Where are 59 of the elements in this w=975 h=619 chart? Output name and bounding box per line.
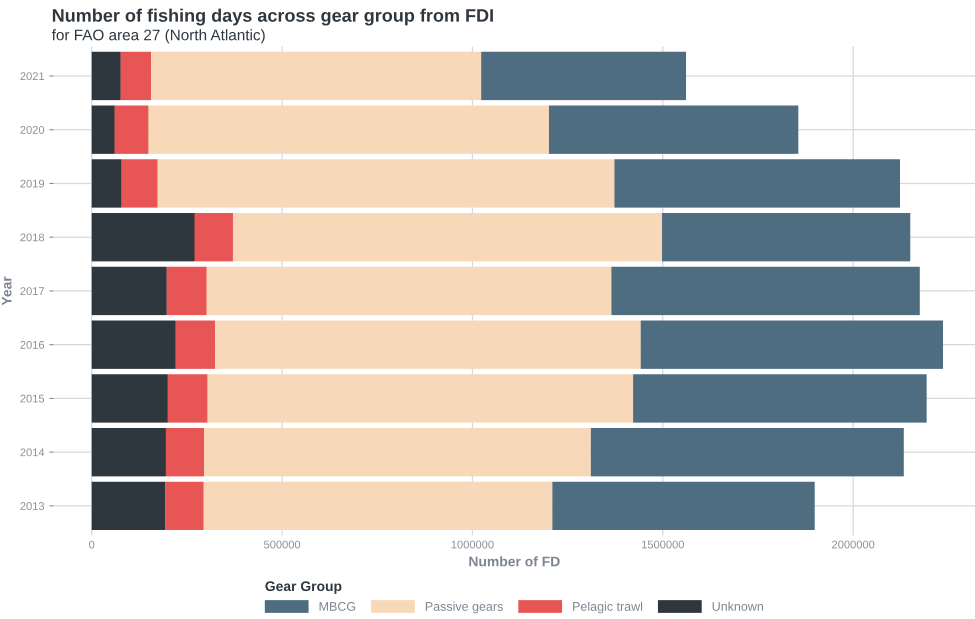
- bar: [204, 428, 591, 476]
- bar: [92, 482, 166, 530]
- legend-label: Passive gears: [426, 602, 503, 614]
- bar: [168, 374, 208, 423]
- bar: [590, 428, 904, 476]
- y-axis-title: Year: [2, 276, 12, 306]
- bar: [92, 266, 167, 316]
- y-tick-label: 2013: [20, 502, 44, 510]
- bar: [151, 52, 482, 100]
- bar: [614, 159, 900, 208]
- y-tick-label: 2017: [20, 287, 44, 296]
- x-tick-label: 0: [89, 540, 94, 548]
- bar: [194, 213, 233, 262]
- y-tick-label: 2018: [20, 233, 44, 242]
- bar: [662, 213, 910, 262]
- y-tick-label: 2015: [20, 394, 44, 403]
- bar: [120, 52, 152, 100]
- bar: [92, 213, 194, 262]
- bar: [175, 320, 216, 369]
- x-axis-title: Number of FD: [469, 556, 560, 566]
- bar: [92, 428, 166, 476]
- legend-label: Pelagic trawl: [573, 602, 642, 614]
- bar: [204, 482, 552, 530]
- legend-label: Unknown: [712, 602, 763, 611]
- x-tick-label: 500000: [264, 540, 300, 548]
- bar: [166, 266, 207, 316]
- bar: [92, 52, 121, 100]
- bar: [232, 213, 662, 262]
- bar: [92, 106, 115, 154]
- y-tick-label: 2019: [20, 180, 44, 188]
- y-tick-label: 2020: [20, 126, 44, 134]
- bar: [165, 482, 204, 530]
- bar: [121, 159, 158, 208]
- bar: [148, 106, 549, 154]
- bar: [206, 266, 612, 316]
- y-tick-label: 2014: [20, 448, 44, 456]
- x-tick-label: 2000000: [832, 540, 874, 548]
- bar: [633, 374, 927, 423]
- bar: [166, 428, 204, 476]
- y-tick-label: 2016: [20, 340, 44, 349]
- bar: [92, 159, 122, 208]
- bar: [640, 320, 944, 369]
- bar: [611, 266, 920, 316]
- bar: [548, 106, 798, 154]
- bar: [158, 159, 614, 208]
- bar: [552, 482, 815, 530]
- bar: [481, 52, 686, 100]
- chart-title: Number of fishing days across gear group from FDI: [52, 8, 493, 26]
- y-tick-label: 2021: [20, 72, 44, 80]
- bar: [207, 374, 634, 423]
- legend-label: MBCG: [320, 602, 356, 611]
- bar: [114, 106, 148, 154]
- legend-title: Gear Group: [265, 581, 342, 594]
- bar: [92, 320, 176, 369]
- x-tick-label: 1000000: [452, 540, 494, 548]
- x-tick-label: 1500000: [642, 540, 684, 548]
- bar: [92, 374, 168, 423]
- chart-subtitle: for FAO area 27 (North Atlantic): [52, 29, 265, 44]
- bar: [215, 320, 641, 369]
